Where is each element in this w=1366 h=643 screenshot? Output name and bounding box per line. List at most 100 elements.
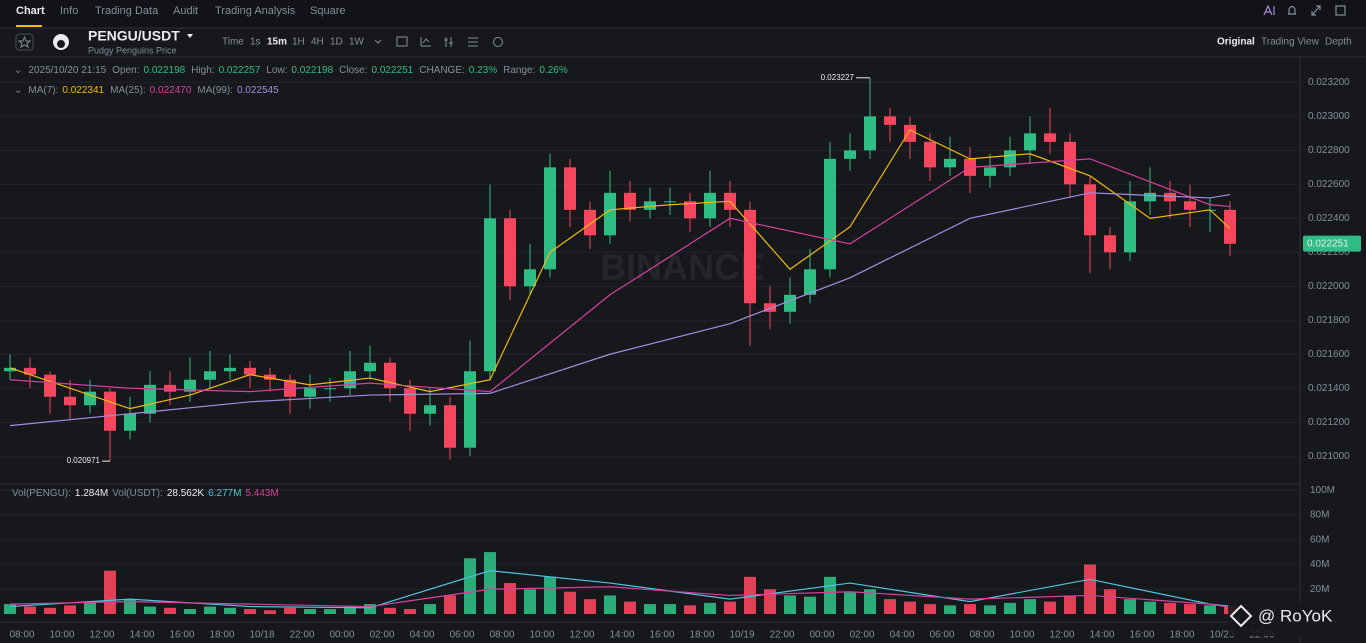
interval[interactable]: 1H: [292, 37, 305, 48]
legend-date: 2025/10/20 21:15: [28, 65, 106, 76]
legend-label: High:: [191, 65, 214, 76]
candle-type-icon[interactable]: [444, 37, 453, 47]
interval[interactable]: 15m: [267, 37, 287, 48]
view-tab[interactable]: Original: [1217, 37, 1255, 48]
x-tick-label: 00:00: [809, 630, 834, 641]
candle-body: [264, 374, 276, 380]
legend-value: 0.022251: [372, 65, 414, 76]
ai-icon[interactable]: [1263, 4, 1275, 16]
candle-body: [444, 405, 456, 448]
view-tab[interactable]: Depth: [1325, 37, 1352, 48]
volume-ma-value: 5.443M: [245, 488, 278, 499]
x-tick-label: 10:00: [1009, 630, 1034, 641]
volume-bar: [484, 552, 496, 614]
legend-label: Close:: [339, 65, 367, 76]
more-icon[interactable]: [493, 37, 503, 47]
ma-legend-name: MA(7):: [28, 85, 58, 96]
candle-body: [104, 391, 116, 431]
interval[interactable]: 4H: [311, 37, 324, 48]
top-icons: [1263, 4, 1346, 16]
interval[interactable]: 1s: [250, 37, 261, 48]
y-tick-label: 40M: [1310, 559, 1329, 570]
volume-bar: [684, 605, 696, 614]
expand-icon[interactable]: [1311, 5, 1321, 16]
x-tick-label: 08:00: [969, 630, 994, 641]
dropdown-caret[interactable]: [187, 34, 193, 38]
nav-tab[interactable]: Trading Analysis: [215, 5, 296, 17]
volume-bar: [704, 602, 716, 614]
candle-body: [944, 158, 956, 168]
legend-toggle[interactable]: ⌄: [14, 65, 22, 76]
candle-body: [524, 269, 536, 287]
x-tick-label: 14:00: [129, 630, 154, 641]
interval[interactable]: Time: [222, 37, 244, 48]
candle-body: [364, 362, 376, 372]
ma-line: [9, 158, 1231, 393]
candle-body: [84, 391, 96, 406]
x-tick-label: 16:00: [1129, 630, 1154, 641]
candle-body: [64, 396, 76, 406]
candle-body: [604, 192, 616, 236]
x-tick-label: 06:00: [929, 630, 954, 641]
volume-bar: [1184, 604, 1196, 614]
legend-toggle[interactable]: ⌄: [14, 85, 22, 96]
volume-bar: [164, 607, 176, 614]
volume-legend-value: 1.284M: [75, 488, 108, 499]
volume-bar: [824, 576, 836, 614]
y-tick-label: 0.022800: [1308, 145, 1350, 156]
volume-bar: [584, 599, 596, 614]
nav-tab[interactable]: Trading Data: [95, 5, 159, 17]
favorite-button[interactable]: [15, 33, 34, 51]
candle-body: [584, 209, 596, 236]
candle-body: [844, 150, 856, 159]
candle-body: [904, 124, 916, 142]
candle-body: [1184, 201, 1196, 210]
legend-label: CHANGE:: [419, 65, 465, 76]
ma-legend-value: 0.022341: [62, 85, 104, 96]
bell-icon[interactable]: [1288, 5, 1296, 15]
y-tick-label: 0.022000: [1308, 281, 1350, 292]
y-tick-label: 0.021000: [1308, 451, 1350, 462]
x-tick-label: 10:00: [49, 630, 74, 641]
candle-body: [124, 413, 136, 431]
more-intervals[interactable]: [374, 39, 382, 44]
window-icon[interactable]: [1335, 5, 1346, 16]
interval[interactable]: 1W: [349, 37, 365, 48]
volume-bar: [264, 610, 276, 614]
candle-body: [984, 167, 996, 176]
candle-body: [804, 269, 816, 295]
candle-body: [304, 388, 316, 397]
candle-body: [1224, 209, 1236, 244]
volume-bar: [44, 607, 56, 614]
nav-tab[interactable]: Square: [310, 5, 345, 17]
y-tick-label: 0.023000: [1308, 111, 1350, 122]
view-tab[interactable]: Trading View: [1261, 37, 1320, 48]
symbol[interactable]: PENGU/USDT: [88, 28, 180, 44]
interval[interactable]: 1D: [330, 37, 343, 48]
nav-tab[interactable]: Info: [60, 5, 78, 17]
x-tick-label: 12:00: [89, 630, 114, 641]
volume-bar: [1024, 599, 1036, 614]
calendar-icon[interactable]: [396, 36, 408, 47]
volume-bar: [624, 601, 636, 614]
settings-icon[interactable]: [468, 37, 478, 47]
candle-body: [244, 367, 256, 375]
volume-bar: [344, 606, 356, 614]
volume-bar: [1124, 599, 1136, 614]
volume-legend-label: Vol(PENGU):: [12, 488, 71, 499]
x-tick-label: 00:00: [329, 630, 354, 641]
low-annotation: 0.020971: [67, 456, 101, 465]
nav-tab[interactable]: Audit: [173, 5, 198, 17]
nav-tab[interactable]: Chart: [16, 5, 45, 17]
volume-bar: [944, 605, 956, 614]
candle-body: [784, 294, 796, 312]
y-tick-label: 0.021400: [1308, 383, 1350, 394]
x-tick-label: 10/18: [249, 630, 274, 641]
legend-label: Range:: [503, 65, 535, 76]
credit-logo: [1229, 604, 1253, 628]
indicator-icon[interactable]: [420, 37, 431, 47]
volume-bar: [304, 609, 316, 614]
volume-bar: [884, 599, 896, 614]
